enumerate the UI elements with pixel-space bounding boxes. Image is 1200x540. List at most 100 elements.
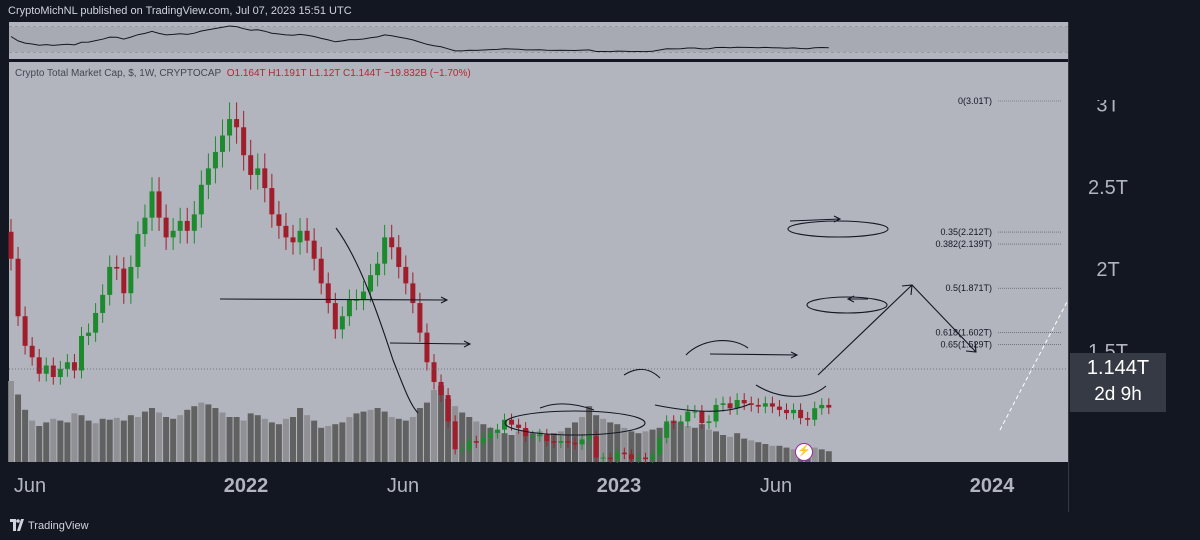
- x-tick-label: 2023: [597, 475, 642, 497]
- candle: [452, 415, 458, 455]
- volume-bar: [50, 418, 57, 462]
- candle: [755, 398, 761, 414]
- volume-bar: [240, 420, 247, 462]
- volume-bar: [78, 415, 85, 462]
- candle: [664, 415, 670, 444]
- annotation-ellipse: [787, 220, 889, 238]
- volume-bar: [543, 435, 550, 462]
- volume-bar: [134, 417, 141, 462]
- volume-bar: [22, 409, 29, 462]
- high-value: H1.191T: [268, 68, 307, 79]
- volume-bar: [233, 417, 240, 462]
- volume-bar: [776, 445, 783, 462]
- candle: [621, 447, 627, 460]
- volume-bar: [825, 451, 832, 462]
- candle: [339, 306, 345, 339]
- volume-bar: [769, 445, 776, 462]
- volume-bar: [445, 399, 452, 462]
- candle: [184, 207, 190, 244]
- volume-bar: [811, 447, 818, 462]
- candle: [480, 432, 486, 449]
- candle: [502, 413, 507, 436]
- volume-bar: [720, 435, 727, 462]
- volume-bar: [635, 433, 642, 462]
- volume-bar: [177, 415, 184, 462]
- volume-bar: [36, 426, 43, 462]
- candle: [805, 411, 811, 426]
- candle: [438, 374, 444, 403]
- volume-bar: [64, 422, 71, 462]
- tradingview-brand: TradingView: [28, 520, 89, 532]
- tradingview-logo-icon[interactable]: [10, 519, 24, 531]
- candle: [424, 323, 430, 371]
- candle: [128, 255, 134, 304]
- annotation-arrow: [539, 403, 595, 411]
- volume-bar: [367, 409, 374, 462]
- candle: [812, 401, 818, 426]
- current-price-value: 1.144T: [1086, 357, 1150, 379]
- oscillator-band: [9, 27, 1068, 52]
- candle: [149, 177, 155, 231]
- price-scale: [1069, 22, 1200, 512]
- volume-bar: [85, 420, 92, 462]
- volume-bar: [71, 413, 78, 462]
- candle: [396, 235, 402, 279]
- candle: [43, 357, 49, 382]
- volume-bar: [691, 427, 698, 462]
- candle: [107, 255, 113, 306]
- volume-bar: [332, 424, 339, 462]
- annotation-arrow: [389, 340, 472, 348]
- volume-bar: [374, 408, 381, 462]
- candle: [628, 449, 634, 464]
- y-tick-label: 3T: [1096, 95, 1119, 117]
- volume-bar: [219, 412, 226, 462]
- volume-bar: [423, 402, 430, 462]
- volume-bar: [226, 417, 233, 462]
- candle: [297, 218, 303, 255]
- candle: [537, 428, 543, 442]
- volume-bar: [522, 429, 529, 462]
- volume-bar: [529, 433, 536, 462]
- volume-bar: [8, 381, 14, 462]
- lightning-icon[interactable]: ⚡: [795, 443, 813, 461]
- volume-bar: [282, 418, 289, 462]
- y-tick-label: 2T: [1096, 259, 1119, 281]
- candle: [361, 280, 366, 311]
- volume-bar: [649, 429, 656, 462]
- current-price-badge: 1.144T 2d 9h: [1070, 353, 1166, 412]
- candle: [544, 428, 550, 447]
- x-axis-ticks: Jun 2022 Jun 2023 Jun 2024: [14, 475, 1015, 497]
- candle: [311, 228, 317, 271]
- annotation-arrow: [911, 284, 977, 353]
- volume-bar: [381, 411, 388, 462]
- candle: [382, 224, 388, 276]
- symbol-name: Crypto Total Market Cap, $, 1W, CRYPTOCA…: [15, 68, 222, 79]
- candle: [375, 252, 381, 287]
- candle: [241, 110, 247, 171]
- y-tick-label: 2.5T: [1088, 177, 1128, 199]
- candle: [487, 427, 493, 444]
- volume-bar: [734, 433, 741, 462]
- volume-bar: [727, 436, 734, 462]
- volume-bar: [198, 402, 205, 462]
- volume-bar: [536, 431, 543, 462]
- candle: [826, 398, 832, 415]
- candle: [79, 326, 84, 379]
- volume-bar: [762, 444, 769, 462]
- volume-bar: [713, 431, 719, 462]
- volume-bar: [600, 418, 607, 462]
- x-tick-label: Jun: [760, 475, 792, 497]
- candle: [776, 399, 782, 417]
- candle: [177, 207, 183, 244]
- candle: [586, 430, 592, 445]
- change-value: −19.832B (−1.70%): [383, 68, 471, 79]
- fib-level: 0.65(1.529T): [940, 339, 1061, 349]
- volume-bar: [459, 412, 466, 462]
- low-value: L1.12T: [309, 68, 341, 79]
- chart[interactable]: 0(3.01T) 0.35(2.212T) 0.382(2.139T) 0.5(1.8…: [0, 22, 1200, 512]
- candle: [650, 449, 656, 464]
- volume-bar: [92, 423, 99, 462]
- footer-bar: [0, 512, 1200, 540]
- volume-bar: [353, 413, 360, 462]
- annotation-ellipse: [504, 410, 646, 436]
